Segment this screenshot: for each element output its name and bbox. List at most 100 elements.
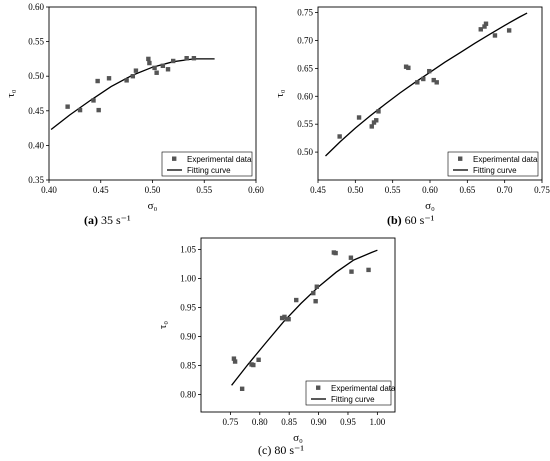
panel-caption-rate: 60 s⁻¹ <box>402 213 435 227</box>
data-point <box>434 80 439 85</box>
data-point <box>333 250 338 256</box>
panel-caption-letter: (b) <box>387 213 402 227</box>
fitting-curve-line <box>231 249 378 386</box>
x-tick-label: 0.50 <box>145 185 161 195</box>
legend-box <box>447 151 539 177</box>
panel-caption-letter: (a) <box>84 213 98 227</box>
data-point <box>95 78 100 84</box>
x-tick-label: 0.40 <box>41 185 57 195</box>
x-tick-label: 0.80 <box>252 417 268 427</box>
panel-caption: (b) 60 s⁻¹ <box>387 213 435 227</box>
y-tick-label: 0.80 <box>180 390 196 400</box>
x-tick-label: 0.65 <box>459 185 475 195</box>
y-axis-title: τ₀ <box>274 89 286 97</box>
y-tick-label: 0.60 <box>297 91 313 101</box>
y-tick-label: 0.60 <box>28 2 44 12</box>
data-point <box>165 67 171 72</box>
data-point <box>191 56 197 61</box>
data-point <box>356 115 362 120</box>
data-point <box>313 299 318 304</box>
data-point <box>96 107 101 113</box>
data-point <box>154 70 159 75</box>
legend-label-fitting: Fitting curve <box>187 166 231 175</box>
x-tick-label: 0.90 <box>311 417 327 427</box>
data-point <box>311 290 316 296</box>
legend-marker-experimental <box>316 385 321 390</box>
x-tick-label: 0.60 <box>422 185 438 195</box>
chart-panel-c: 0.75 0.80 0.85 0.90 0.95 1.00 0.80 0.85 0.90 0.95… <box>157 237 396 457</box>
legend-box <box>305 380 392 406</box>
legend-label-experimental: Experimental data <box>331 384 396 393</box>
data-point <box>232 359 238 364</box>
data-point <box>256 357 261 362</box>
data-point <box>478 27 483 32</box>
legend-label-experimental: Experimental data <box>473 155 538 164</box>
data-point <box>91 98 96 103</box>
data-point <box>160 63 166 69</box>
x-tick-label: 0.50 <box>347 185 363 195</box>
x-tick-label: 0.60 <box>248 185 264 195</box>
x-tick-label: 0.70 <box>497 185 513 195</box>
data-point <box>146 56 151 62</box>
y-tick-label: 0.85 <box>180 361 196 371</box>
chart-panel-a: 0.40 0.45 0.50 0.55 0.600.350.400.450.500.55… <box>5 2 264 227</box>
data-point <box>239 386 245 391</box>
x-tick-label: 0.55 <box>196 185 212 195</box>
data-point <box>369 124 374 129</box>
data-point <box>366 267 371 273</box>
x-tick-label: 0.45 <box>310 185 326 195</box>
data-point <box>427 68 432 74</box>
x-tick-label: 0.95 <box>340 417 356 427</box>
legend-label-fitting: Fitting curve <box>331 395 375 404</box>
data-point <box>279 315 285 321</box>
y-tick-label: 0.90 <box>180 332 196 342</box>
x-tick-label: 1.00 <box>369 417 385 427</box>
y-tick-label: 0.45 <box>28 106 44 116</box>
data-point <box>124 78 129 83</box>
x-axis-title: σ₀ <box>425 200 435 212</box>
panel-caption-rate: 35 s⁻¹ <box>98 213 131 227</box>
data-point <box>403 64 409 69</box>
y-tick-label: 0.55 <box>28 37 44 47</box>
legend-box <box>161 151 253 177</box>
data-point <box>506 28 512 33</box>
chart-panel-b: 0.45 0.50 0.55 0.60 0.65 0.70 0.75 0.50 0.55 0.60… <box>274 6 550 227</box>
x-tick-label: 0.45 <box>93 185 109 195</box>
data-point <box>371 120 377 125</box>
data-point <box>314 284 320 289</box>
data-point <box>337 134 342 139</box>
x-tick-label: 0.85 <box>281 417 297 427</box>
y-axis-title: τ₀ <box>5 89 17 97</box>
y-tick-label: 0.40 <box>28 140 44 150</box>
data-point <box>171 58 176 64</box>
data-point <box>482 24 487 29</box>
data-point <box>431 77 436 83</box>
data-point <box>130 74 136 79</box>
fitting-curve-line <box>50 58 215 131</box>
panel-caption: (a) 35 s⁻¹ <box>84 213 131 227</box>
data-point <box>65 104 70 109</box>
panel-caption-rate: (c) 80 s⁻¹ <box>258 443 304 457</box>
data-point <box>152 65 157 71</box>
y-tick-label: 0.50 <box>28 71 44 81</box>
data-point <box>251 362 256 368</box>
legend-marker-experimental <box>458 156 463 161</box>
data-point <box>483 21 489 26</box>
y-tick-label: 0.75 <box>297 8 313 18</box>
y-axis-title: τ₀ <box>157 321 169 329</box>
data-point <box>286 317 291 322</box>
legend-label-experimental: Experimental data <box>187 155 252 164</box>
y-tick-label: 0.50 <box>297 147 313 157</box>
data-point <box>376 109 381 114</box>
data-point <box>133 68 139 73</box>
x-tick-label: 0.75 <box>223 417 239 427</box>
y-tick-label: 0.55 <box>297 119 313 129</box>
data-point <box>415 80 420 85</box>
data-point <box>349 269 354 274</box>
legend-label-fitting: Fitting curve <box>473 166 517 175</box>
y-tick-label: 0.70 <box>297 35 313 45</box>
data-point <box>348 255 354 260</box>
x-axis-title: σ₀ <box>293 432 303 444</box>
legend-marker-experimental <box>172 156 177 161</box>
